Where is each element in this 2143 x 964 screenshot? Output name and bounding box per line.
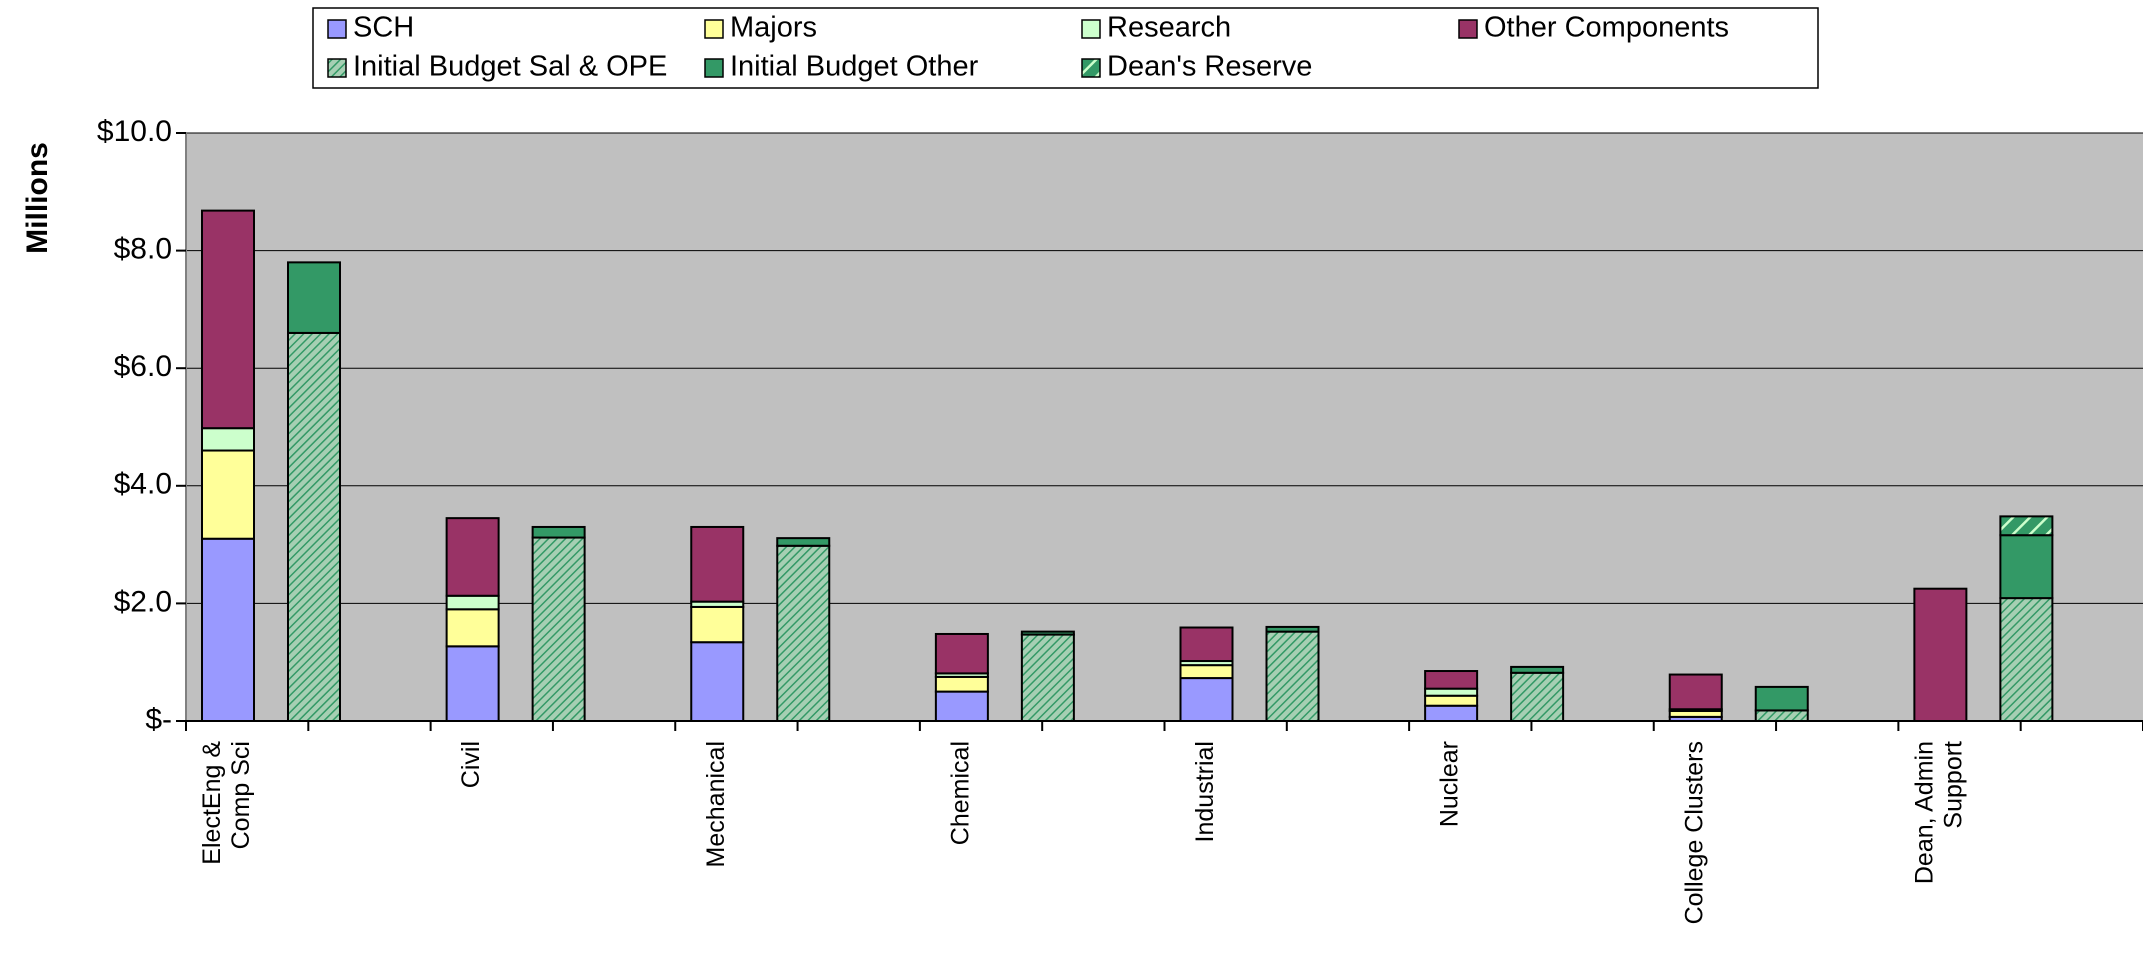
legend-label: Initial Budget Other [730, 51, 979, 83]
bar-other-components [1668, 673, 1723, 711]
bar-sch [201, 537, 255, 722]
bar-research [1424, 687, 1479, 697]
legend-item: Dean's Reserve [1081, 51, 1312, 83]
legend-item: Research [1081, 12, 1231, 44]
legend-swatch [1081, 58, 1101, 78]
category-label: Mechanical [702, 741, 730, 867]
legend-item: Initial Budget Other [704, 51, 979, 83]
y-tick-label: $- [145, 703, 172, 736]
bar-other-components [445, 517, 500, 597]
bar-initial-budget-other [287, 261, 341, 334]
bar-majors [445, 608, 500, 648]
bar-majors [1179, 664, 1234, 680]
category-labels: ElectEng & Comp Sci Civil Mechanical Chemica… [198, 741, 1967, 925]
bar-majors [690, 605, 745, 644]
legend-swatch [327, 58, 347, 78]
category-label-line: Nuclear [1436, 741, 1464, 827]
bar-dean-s-reserve [1999, 515, 2054, 537]
gridlines [186, 132, 2143, 604]
category-label: Civil [457, 741, 485, 788]
legend-swatch [327, 19, 347, 39]
bar-other-components [1179, 626, 1234, 663]
legend-label: Research [1107, 12, 1231, 44]
category-label: Dean, Admin Support [1910, 741, 1967, 884]
bar-initial-budget-other [1265, 625, 1320, 633]
category-label: Industrial [1191, 741, 1219, 842]
legend-label: Majors [730, 12, 817, 44]
category-label-line: Industrial [1191, 741, 1219, 842]
category-label: ElectEng & Comp Sci [198, 741, 255, 865]
legend-item: Majors [704, 12, 817, 44]
bar-initial-budget-sal-ope [1020, 633, 1075, 723]
bar-initial-budget-other [1510, 665, 1565, 674]
bar-other-components [1424, 670, 1479, 690]
legend-label: SCH [353, 12, 414, 44]
y-tick-label: $4.0 [114, 468, 172, 501]
legend-label: Dean's Reserve [1107, 51, 1312, 83]
legend-label: Initial Budget Sal & OPE [353, 51, 667, 83]
legend-swatch [1458, 19, 1478, 39]
legend: SCH Majors Research Other Components Initial… [327, 12, 1729, 83]
bar-initial-budget-sal-ope [287, 331, 341, 722]
legend-box [312, 7, 1819, 89]
bar-initial-budget-sal-ope [1510, 671, 1565, 722]
bar-initial-budget-other [1754, 685, 1809, 712]
category-label: Nuclear [1436, 741, 1464, 827]
bar-majors [201, 449, 255, 540]
legend-item: Initial Budget Sal & OPE [327, 51, 667, 83]
category-label: Chemical [946, 741, 974, 845]
y-tick-label: $10.0 [97, 115, 172, 148]
legend-item: SCH [327, 12, 414, 44]
legend-swatch [704, 19, 724, 39]
bar-initial-budget-other [1999, 534, 2054, 600]
bar-initial-budget-sal-ope [1754, 709, 1809, 723]
category-label-line: Civil [457, 741, 485, 788]
category-label-line: Chemical [946, 741, 974, 845]
category-label-line: Comp Sci [227, 741, 255, 849]
bar-initial-budget-sal-ope [1265, 630, 1320, 723]
legend-label: Other Components [1484, 12, 1729, 44]
category-label-line: Support [1939, 741, 1967, 829]
category-label-line: Dean, Admin [1910, 741, 1938, 884]
bar-sch [1179, 677, 1234, 722]
bar-initial-budget-other [776, 537, 831, 547]
bar-sch [1424, 704, 1479, 722]
bar-initial-budget-sal-ope [531, 536, 586, 722]
bar-other-components [201, 209, 255, 430]
bar-initial-budget-sal-ope [776, 544, 831, 722]
bar-other-components [690, 525, 745, 603]
legend-swatch [1081, 19, 1101, 39]
bar-sch [690, 641, 745, 723]
plot-area [186, 133, 2143, 721]
category-label-line: Mechanical [702, 741, 730, 867]
bar-other-components [1913, 587, 1968, 723]
bar-sch [934, 690, 989, 722]
y-axis-tick-labels: $- $2.0 $4.0 $6.0 $8.0 $10.0 [97, 115, 186, 736]
y-tick-label: $6.0 [114, 350, 172, 383]
bar-sch [445, 645, 500, 722]
bar-initial-budget-other [531, 525, 586, 539]
category-label: College Clusters [1680, 741, 1708, 924]
bar-initial-budget-other [1020, 630, 1075, 636]
bar-majors [1424, 694, 1479, 707]
bar-initial-budget-sal-ope [1999, 597, 2054, 722]
bar-research [445, 594, 500, 611]
legend-item: Other Components [1458, 12, 1729, 44]
bar-other-components [934, 632, 989, 675]
x-axis-ticks [185, 721, 2143, 731]
category-label-line: College Clusters [1680, 741, 1708, 924]
category-label-line: ElectEng & [198, 741, 226, 865]
legend-swatch [704, 58, 724, 78]
y-tick-label: $8.0 [114, 233, 172, 266]
y-tick-label: $2.0 [114, 585, 172, 618]
y-axis-label: Millions [21, 142, 54, 254]
bar-research [201, 427, 255, 452]
bar-majors [934, 675, 989, 693]
